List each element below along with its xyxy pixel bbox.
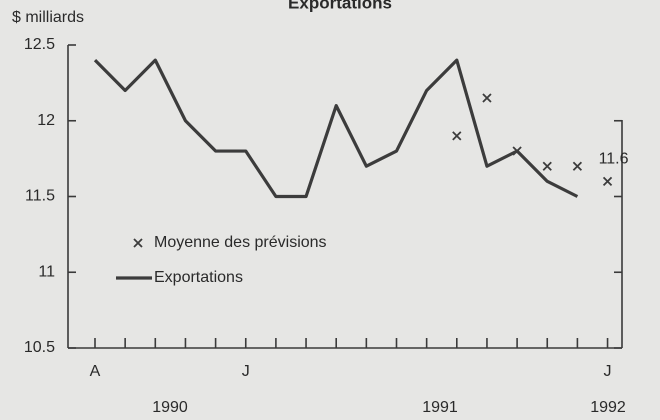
x-marker xyxy=(452,131,462,141)
y-tick-label: 10.5 xyxy=(24,339,55,356)
legend-label: Moyenne des prévisions xyxy=(154,234,327,251)
x-tick-label: J xyxy=(242,363,250,380)
x-marker xyxy=(572,161,583,171)
y-tick-label: 12.5 xyxy=(24,36,55,53)
value-label: 11.6 xyxy=(599,151,629,168)
legend-marker xyxy=(133,238,143,248)
y-tick-label: 12 xyxy=(37,112,55,129)
x-marker xyxy=(542,161,552,171)
x-tick-label: A xyxy=(90,363,101,380)
x-marker xyxy=(602,176,613,186)
year-label: 1990 xyxy=(152,399,188,416)
year-label: 1992 xyxy=(590,399,626,416)
y-tick-label: 11 xyxy=(38,263,55,280)
x-marker xyxy=(512,146,522,156)
x-tick-label: J xyxy=(604,363,612,380)
y-axis-label: $ milliards xyxy=(12,9,84,26)
line-series xyxy=(93,58,579,199)
y-tick-label: 11.5 xyxy=(25,188,55,205)
year-label: 1991 xyxy=(422,399,458,416)
legend-label: Exportations xyxy=(154,269,243,286)
x-marker xyxy=(482,93,492,103)
chart-title: Exportations xyxy=(288,0,392,12)
